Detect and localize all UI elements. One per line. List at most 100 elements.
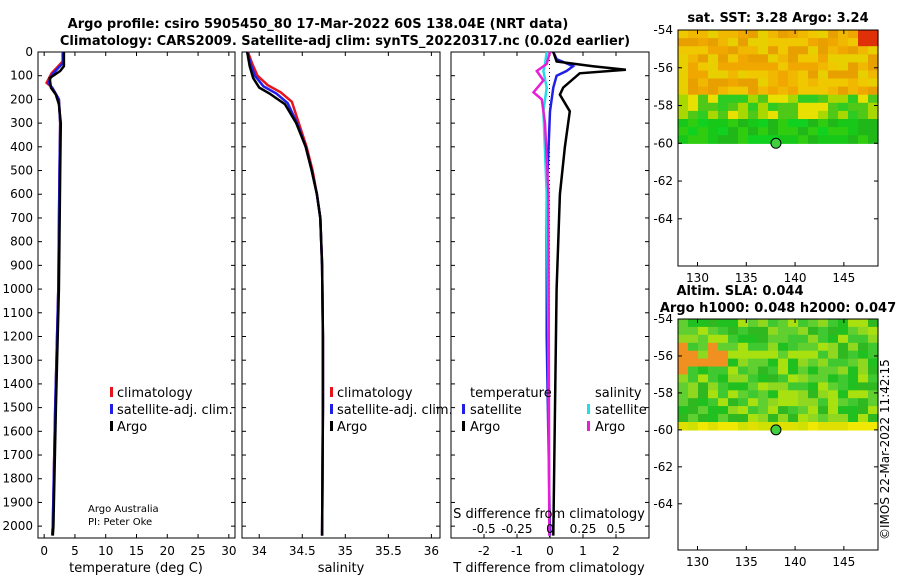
heatmap-cell bbox=[818, 358, 829, 368]
heatmap-cell bbox=[708, 374, 719, 383]
xtick-label: 36 bbox=[424, 544, 439, 558]
xtick-label: 1 bbox=[579, 544, 587, 558]
heatmap-cell bbox=[768, 78, 779, 88]
heatmap-cell bbox=[728, 422, 739, 431]
heatmap-cell bbox=[678, 342, 689, 352]
heatmap-cell bbox=[678, 78, 689, 88]
heatmap-cell bbox=[728, 342, 739, 352]
salinity-lines bbox=[245, 51, 325, 536]
heatmap-cell bbox=[858, 119, 869, 128]
heatmap-cell bbox=[858, 342, 869, 352]
heatmap-cell bbox=[868, 334, 879, 344]
map-ytick-label: -58 bbox=[653, 99, 673, 113]
heatmap-cell bbox=[868, 38, 879, 47]
heatmap-cell bbox=[738, 350, 749, 360]
heatmap-cell bbox=[698, 38, 709, 47]
heatmap-cell bbox=[688, 414, 699, 423]
heatmap-cell bbox=[768, 86, 779, 96]
heatmap-cell bbox=[708, 46, 719, 55]
heatmap-cell bbox=[748, 46, 759, 55]
heatmap-cell bbox=[688, 342, 699, 352]
heatmap-cell bbox=[748, 350, 759, 360]
heatmap-cell bbox=[778, 54, 789, 63]
xtick-label: 34 bbox=[252, 544, 267, 558]
heatmap-cell bbox=[718, 30, 729, 39]
heatmap-cell bbox=[818, 350, 829, 360]
heatmap-cell bbox=[818, 127, 829, 136]
legend-diff-s-title: salinity bbox=[595, 386, 642, 401]
heatmap-cell bbox=[788, 319, 799, 328]
heatmap-cell bbox=[728, 30, 739, 39]
heatmap-cell bbox=[678, 94, 689, 104]
heatmap-cell bbox=[848, 326, 859, 336]
heatmap-cell bbox=[688, 390, 699, 399]
heatmap-cell bbox=[848, 390, 859, 399]
heatmap-cell bbox=[688, 135, 699, 144]
heatmap-cell bbox=[768, 119, 779, 128]
heatmap-cell bbox=[788, 127, 799, 136]
heatmap-cell bbox=[698, 30, 709, 39]
heatmap-cell bbox=[728, 398, 739, 407]
heatmap-cell bbox=[798, 319, 809, 328]
heatmap-cell bbox=[758, 119, 769, 128]
heatmap-cell bbox=[758, 342, 769, 352]
ytick-label: 1300 bbox=[2, 353, 33, 367]
heatmap-cell bbox=[718, 342, 729, 352]
heatmap-cell bbox=[718, 334, 729, 344]
heatmap-cell bbox=[798, 382, 809, 391]
heatmap-cell bbox=[738, 374, 749, 383]
heatmap-cell bbox=[828, 326, 839, 336]
heatmap-cell bbox=[818, 406, 829, 415]
heatmap-cell bbox=[698, 334, 709, 344]
heatmap-cell bbox=[808, 334, 819, 344]
heatmap-cell bbox=[818, 30, 829, 39]
heatmap-cell bbox=[798, 414, 809, 423]
ytick-label: 1600 bbox=[2, 424, 33, 438]
heatmap-cell bbox=[678, 54, 689, 63]
heatmap-cell bbox=[798, 102, 809, 112]
temperature-ticks: 0100200300400500600700800900100011001200… bbox=[2, 45, 236, 558]
heatmap-cell bbox=[838, 46, 849, 55]
heatmap-cell bbox=[738, 390, 749, 399]
heatmap-cell bbox=[798, 366, 809, 375]
ytick-label: 300 bbox=[10, 116, 33, 130]
heatmap-cell bbox=[828, 414, 839, 423]
s-xtick-label: 0 bbox=[546, 522, 554, 536]
heatmap-cell bbox=[758, 358, 769, 368]
heatmap-cell bbox=[818, 46, 829, 55]
heatmap-cell bbox=[778, 30, 789, 39]
heatmap-cell bbox=[798, 54, 809, 63]
series-line-t-argo bbox=[552, 51, 627, 536]
heatmap-cell bbox=[718, 62, 729, 72]
heatmap-cell bbox=[728, 127, 739, 136]
heatmap-cell bbox=[798, 135, 809, 144]
heatmap-cell bbox=[718, 54, 729, 63]
ytick-label: 1000 bbox=[2, 282, 33, 296]
heatmap-cell bbox=[708, 366, 719, 375]
heatmap-cell bbox=[848, 94, 859, 104]
heatmap-cell bbox=[808, 30, 819, 39]
heatmap-cell bbox=[848, 382, 859, 391]
heatmap-cell bbox=[858, 102, 869, 112]
sst-heatmap-cells bbox=[678, 30, 879, 144]
heatmap-cell bbox=[828, 110, 839, 120]
heatmap-cell bbox=[758, 422, 769, 431]
salinity-panel: 34 34.5 35 35.5 36 salinity climatology sate… bbox=[241, 51, 453, 576]
heatmap-cell bbox=[758, 70, 769, 80]
heatmap-cell bbox=[678, 422, 689, 431]
heatmap-cell bbox=[688, 350, 699, 360]
map-ytick-label: -60 bbox=[653, 136, 673, 150]
heatmap-cell bbox=[778, 38, 789, 47]
credit-pi: PI: Peter Oke bbox=[88, 517, 152, 528]
s-xtick-label: -0.25 bbox=[501, 522, 532, 536]
heatmap-cell bbox=[858, 358, 869, 368]
heatmap-cell bbox=[708, 86, 719, 96]
heatmap-cell bbox=[748, 406, 759, 415]
heatmap-cell bbox=[768, 398, 779, 407]
heatmap-cell bbox=[708, 350, 719, 360]
heatmap-cell bbox=[868, 127, 879, 136]
heatmap-cell bbox=[768, 366, 779, 375]
heatmap-cell bbox=[828, 86, 839, 96]
heatmap-cell bbox=[818, 342, 829, 352]
ytick-label: 1400 bbox=[2, 377, 33, 391]
